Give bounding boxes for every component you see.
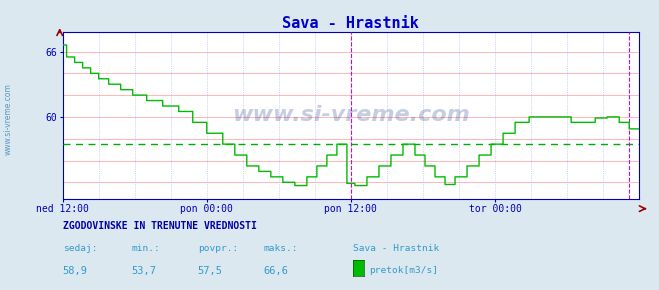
Text: www.si-vreme.com: www.si-vreme.com xyxy=(3,83,13,155)
Text: sedaj:: sedaj: xyxy=(63,244,97,253)
Text: www.si-vreme.com: www.si-vreme.com xyxy=(232,105,470,125)
Text: 57,5: 57,5 xyxy=(198,266,223,276)
Text: ZGODOVINSKE IN TRENUTNE VREDNOSTI: ZGODOVINSKE IN TRENUTNE VREDNOSTI xyxy=(63,221,256,231)
Text: 66,6: 66,6 xyxy=(264,266,289,276)
Text: 58,9: 58,9 xyxy=(63,266,88,276)
Text: povpr.:: povpr.: xyxy=(198,244,238,253)
Text: pretok[m3/s]: pretok[m3/s] xyxy=(369,266,438,275)
Title: Sava - Hrastnik: Sava - Hrastnik xyxy=(283,16,419,31)
Text: maks.:: maks.: xyxy=(264,244,298,253)
Text: min.:: min.: xyxy=(132,244,161,253)
Text: 53,7: 53,7 xyxy=(132,266,157,276)
Text: Sava - Hrastnik: Sava - Hrastnik xyxy=(353,244,439,253)
